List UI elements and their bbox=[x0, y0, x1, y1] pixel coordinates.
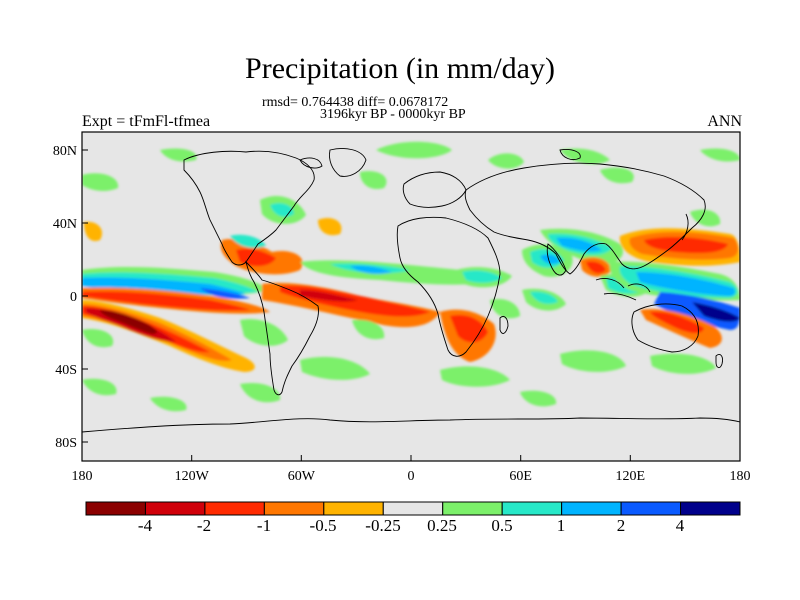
lon-tick-label: 0 bbox=[408, 469, 415, 484]
precipitation-field bbox=[82, 141, 740, 412]
colorbar-label: 4 bbox=[676, 516, 685, 535]
lon-tick-label: 180 bbox=[730, 469, 751, 484]
colorbar-swatch bbox=[382, 501, 444, 516]
lon-tick-label: 180 bbox=[72, 469, 93, 484]
lon-tick-label: 120W bbox=[175, 469, 210, 484]
coastlines bbox=[82, 148, 740, 433]
lat-tick-label: 40S bbox=[55, 363, 77, 378]
colorbar-label: 2 bbox=[617, 516, 626, 535]
lon-tick-label: 120E bbox=[616, 469, 646, 484]
colorbar-swatch bbox=[144, 501, 206, 516]
lon-tick-label: 60W bbox=[288, 469, 316, 484]
colorbar-label: -0.25 bbox=[365, 516, 400, 535]
colorbar-label: -0.5 bbox=[310, 516, 337, 535]
colorbar-label: -1 bbox=[257, 516, 271, 535]
plot-title: Precipitation (in mm/day) bbox=[245, 52, 555, 85]
stats-line: rmsd= 0.764438 diff= 0.0678172 bbox=[262, 95, 449, 110]
colorbar-swatch bbox=[85, 501, 146, 516]
colorbar-swatch bbox=[680, 501, 741, 516]
colorbar-label: 1 bbox=[557, 516, 566, 535]
longitude-ticks bbox=[81, 455, 741, 461]
colorbar-swatch bbox=[323, 501, 384, 516]
colorbar bbox=[85, 501, 741, 516]
lat-tick-label: 80N bbox=[53, 144, 77, 159]
lat-tick-label: 40N bbox=[53, 217, 77, 232]
colorbar-swatch bbox=[501, 501, 563, 516]
season-label: ANN bbox=[707, 113, 742, 130]
colorbar-swatch bbox=[204, 501, 265, 516]
colorbar-label: -4 bbox=[138, 516, 153, 535]
experiment-label: Expt = tFmFl-tfmea bbox=[82, 113, 211, 130]
colorbar-label: 0.5 bbox=[491, 516, 512, 535]
colorbar-label: -2 bbox=[197, 516, 211, 535]
lon-tick-label: 60E bbox=[509, 469, 532, 484]
colorbar-swatch bbox=[263, 501, 325, 516]
colorbar-swatch bbox=[442, 501, 503, 516]
lat-tick-label: 80S bbox=[55, 436, 77, 451]
colorbar-swatch bbox=[620, 501, 682, 516]
colorbar-swatch bbox=[561, 501, 622, 516]
latitude-ticks bbox=[82, 149, 88, 443]
colorbar-label: 0.25 bbox=[427, 516, 457, 535]
period-line: 3196kyr BP - 0000kyr BP bbox=[320, 107, 466, 122]
lat-tick-label: 0 bbox=[70, 290, 77, 305]
